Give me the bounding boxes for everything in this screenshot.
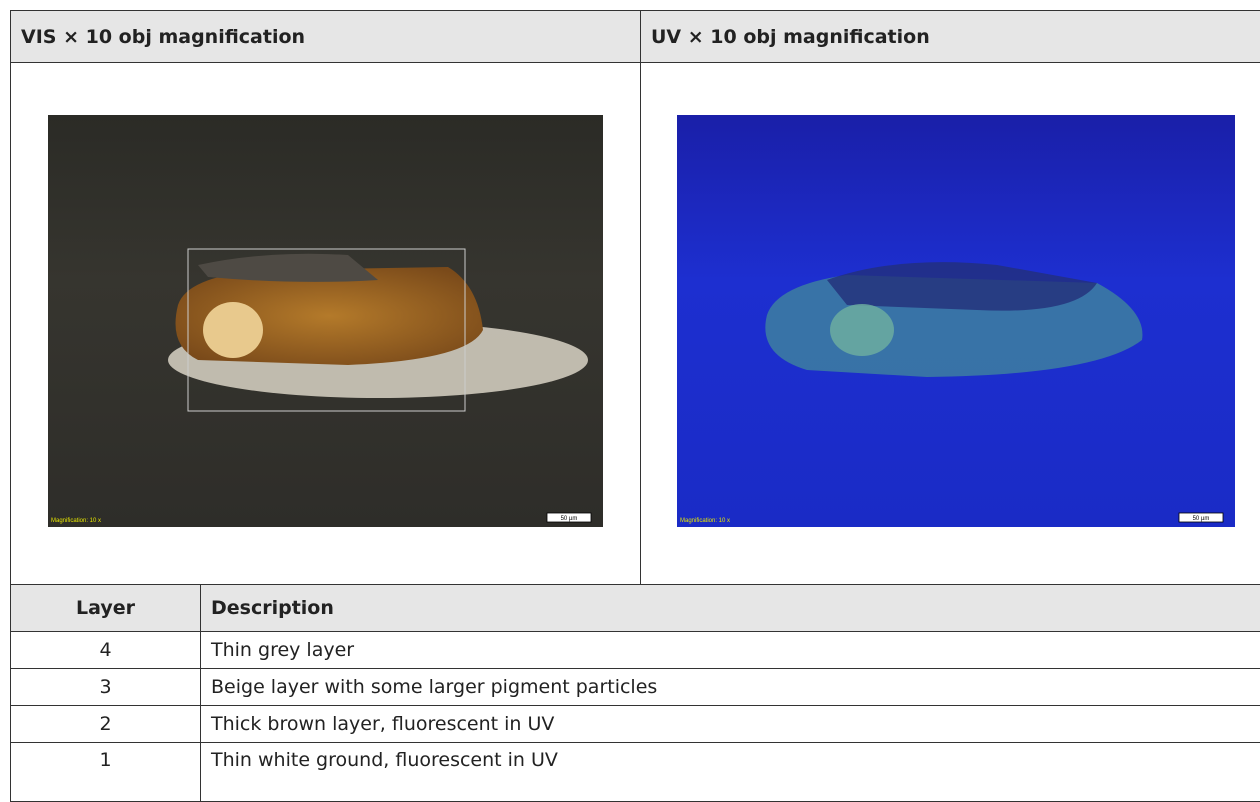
panel-title: VIS × 10 obj magnification (10, 10, 641, 63)
scale-bar-label: 50 µm (1193, 516, 1210, 522)
table-header: Description (200, 584, 1260, 632)
vis-micrograph: Magnification: 10 x 50 µm (48, 115, 603, 527)
layer-description: Thin grey layer (200, 631, 1260, 669)
layer-description: Beige layer with some larger pigment par… (200, 668, 1260, 706)
layer-number: 2 (10, 705, 201, 743)
layer-number: 4 (10, 631, 201, 669)
layer-number: 1 (10, 742, 201, 802)
layer-description: Thick brown layer, fluorescent in UV (200, 705, 1260, 743)
uv-micrograph: Magnification: 10 x 50 µm (677, 115, 1235, 527)
scale-bar-label: 50 µm (561, 516, 578, 522)
magnification-label: Magnification: 10 x (680, 518, 730, 524)
magnification-label: Magnification: 10 x (51, 518, 101, 524)
layer-description: Thin white ground, fluorescent in UV (200, 742, 1260, 802)
panel-title: UV × 10 obj magnification (640, 10, 1260, 63)
table-header: Layer (10, 584, 201, 632)
layer-number: 3 (10, 668, 201, 706)
